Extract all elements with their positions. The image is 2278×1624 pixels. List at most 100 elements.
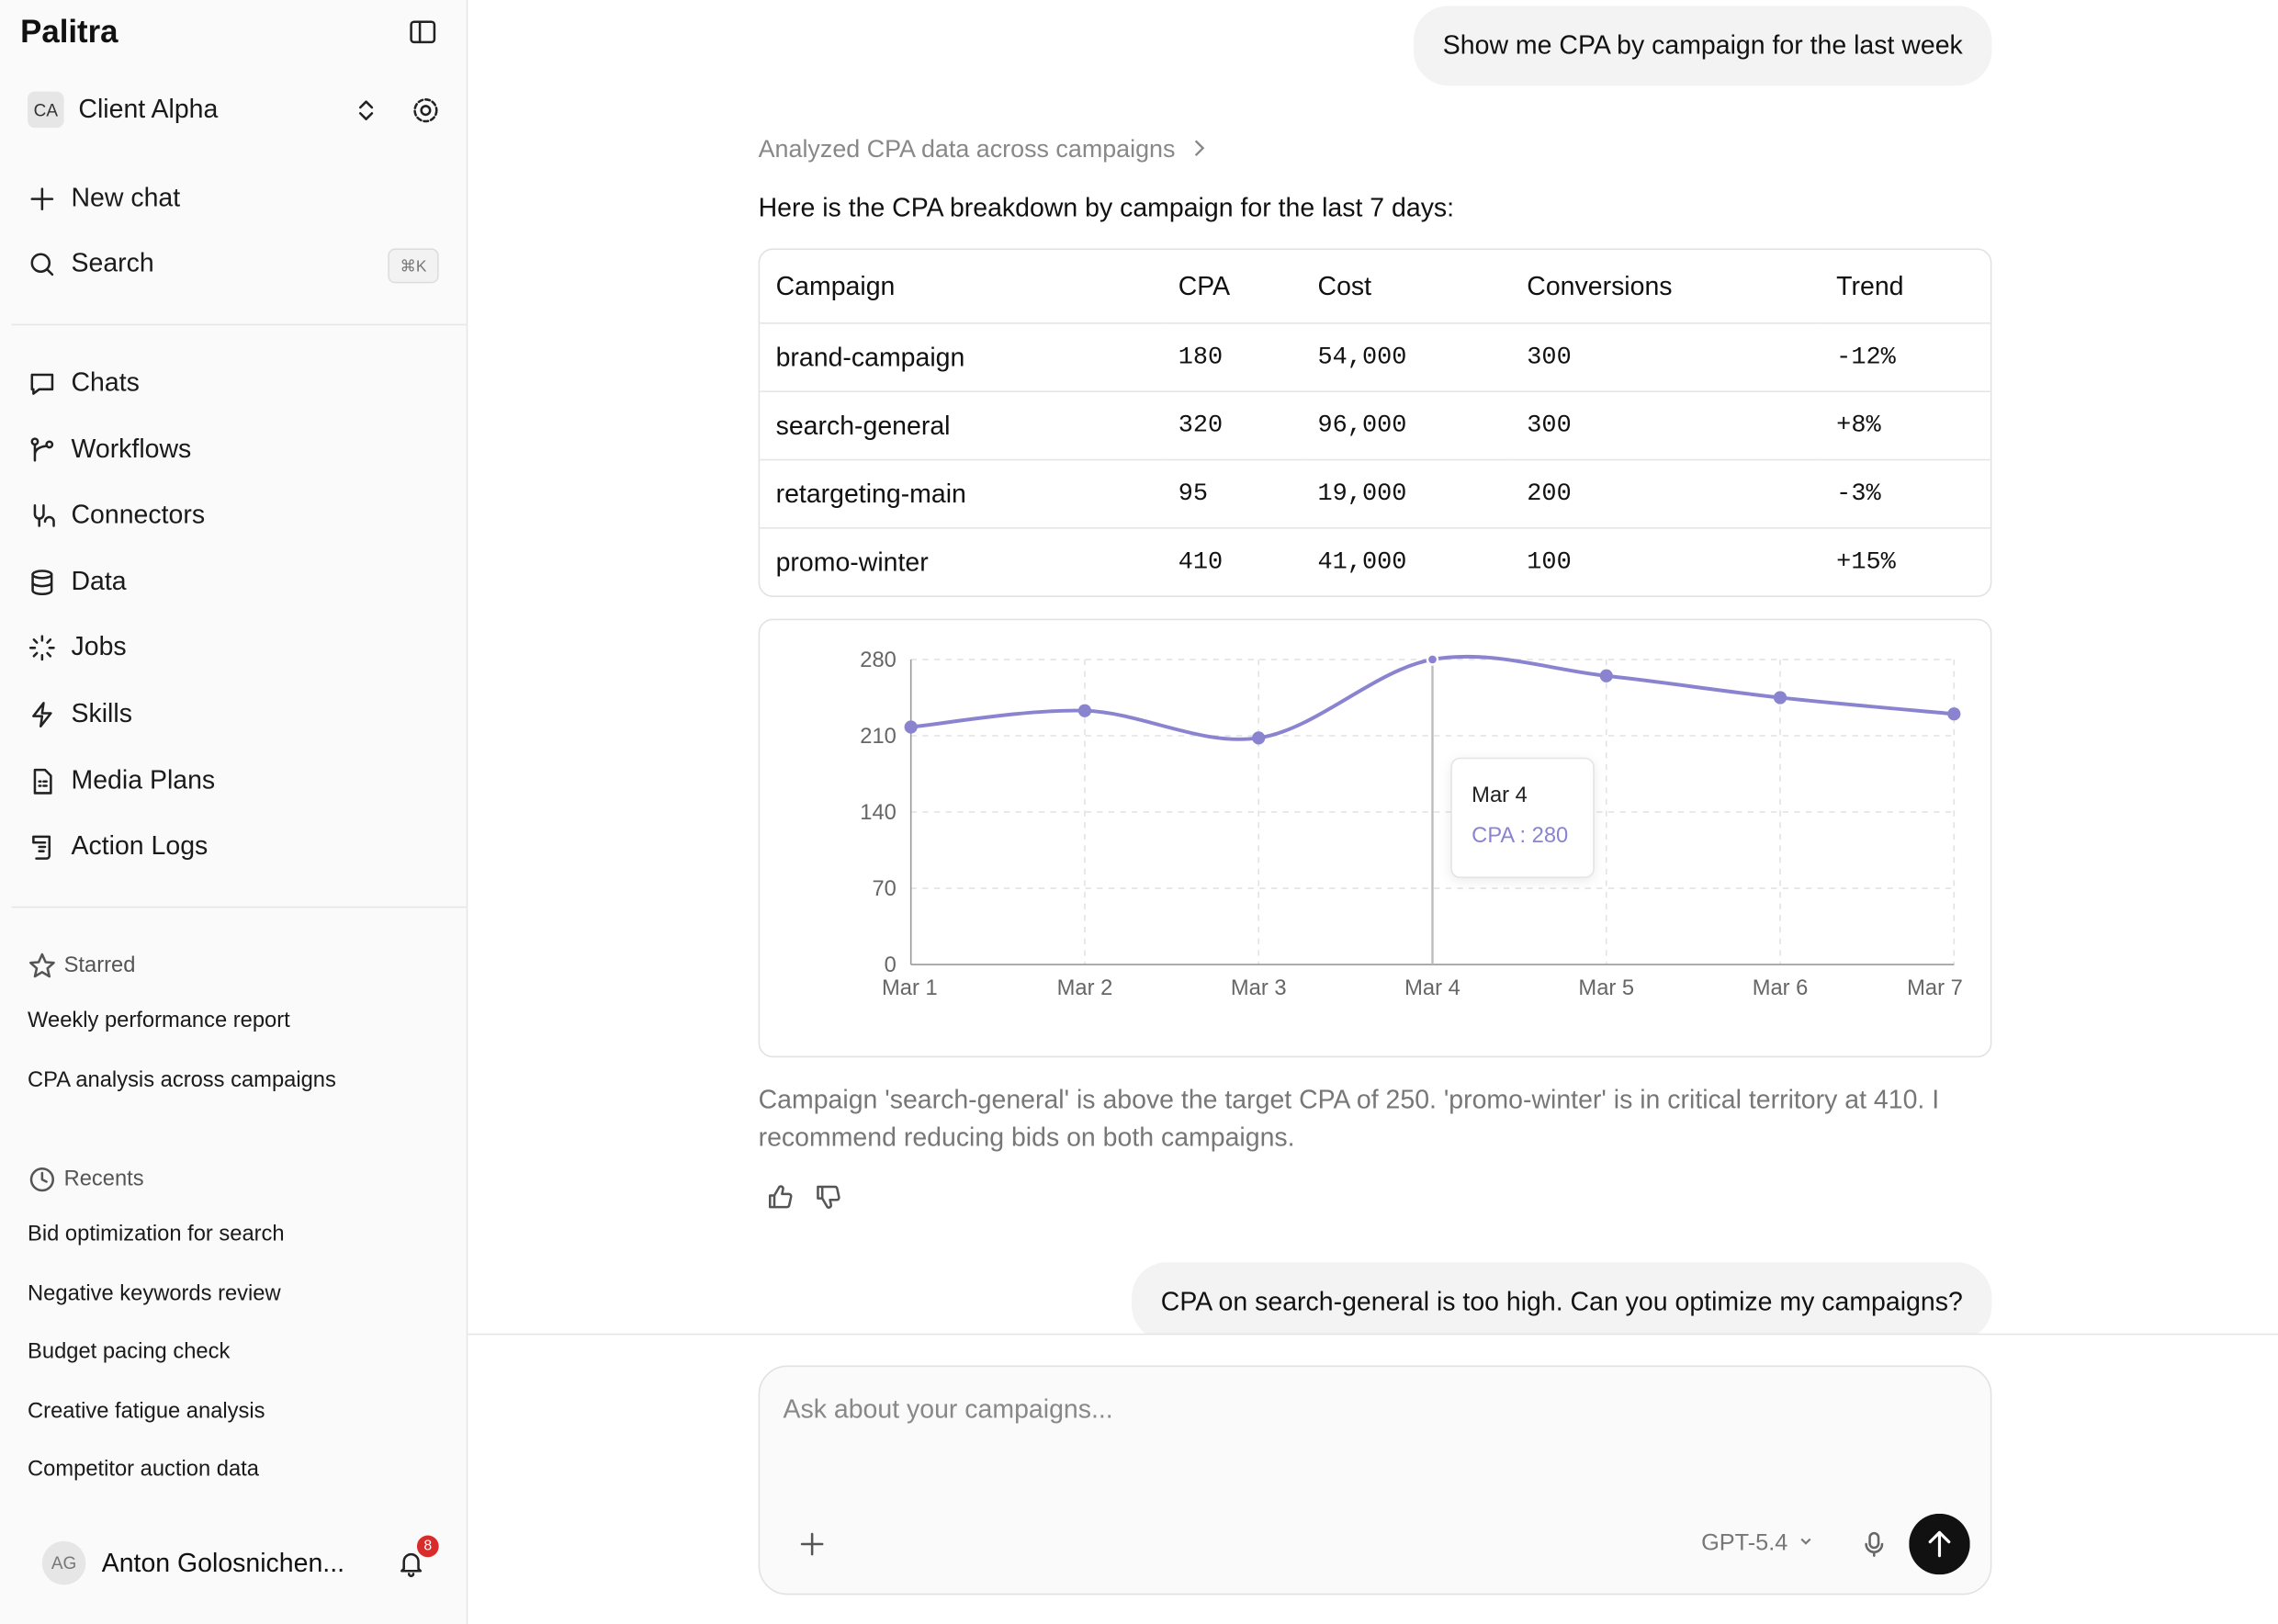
user-name[interactable]: Anton Golosnichen...: [101, 1548, 345, 1578]
shortcut: ⌘K: [388, 248, 439, 284]
data-point: [1252, 731, 1266, 745]
data-point: [1947, 707, 1961, 721]
column-header: CPA: [1178, 270, 1231, 300]
y-tick-label: 280: [860, 648, 897, 672]
mic[interactable]: [1859, 1529, 1889, 1559]
tooltip-value: CPA : 280: [1472, 824, 1568, 848]
table-card: Campaign CPA Cost Conversions Trend brand-cam…: [758, 248, 1992, 597]
column-header: Conversions: [1527, 270, 1673, 300]
table-cell: 100: [1510, 527, 1821, 596]
clock-icon: [29, 1167, 54, 1192]
data-point: [904, 720, 918, 734]
star-icon: [28, 953, 55, 978]
table-cell: 300: [1510, 390, 1821, 460]
table-cell: 300: [1510, 322, 1821, 392]
chart: 0 70 140 210 280 Mar 1 Mar 2 Mar 3 Mar 4 Mar 5 Mar…: [860, 648, 1963, 1000]
notification-badge: 8: [416, 1535, 439, 1558]
divider: [468, 1333, 2278, 1336]
search[interactable]: Search: [71, 248, 154, 278]
thumbs-up[interactable]: [766, 1182, 795, 1212]
chart-card: 0 70 140 210 280 Mar 1 Mar 2 Mar 3 Mar 4 Mar 5 Mar…: [758, 618, 1992, 1058]
recent-item[interactable]: Negative keywords review: [28, 1280, 281, 1305]
data-point: [1077, 704, 1092, 717]
assistant-summary: Campaign 'search-general' is above the t…: [758, 1085, 1940, 1153]
reasoning-text: Analyzed CPA data across campaigns: [758, 135, 1176, 164]
table-cell: 200: [1510, 458, 1821, 528]
nav-item[interactable]: Jobs: [71, 632, 127, 662]
recent-item[interactable]: Competitor auction data: [28, 1457, 259, 1483]
recent-item[interactable]: Creative fatigue analysis: [28, 1398, 265, 1423]
nav-icon: [30, 373, 54, 395]
reasoning[interactable]: Analyzed CPA data across campaigns: [759, 135, 1211, 164]
nav-item[interactable]: Action Logs: [71, 830, 209, 861]
nav-icon: [31, 569, 53, 595]
recent-item[interactable]: Bid optimization for search: [28, 1221, 285, 1246]
new-chat-icon: [30, 187, 54, 210]
workspace-avatar: CA: [28, 91, 64, 129]
nav-icon: [30, 436, 54, 461]
assistant-intro: Here is the CPA breakdown by campaign fo…: [758, 193, 1455, 222]
user-message: Show me CPA by campaign for the last wee…: [1414, 6, 1992, 86]
composer: Ask about your campaigns... GPT-5.4: [758, 1365, 1992, 1596]
attach[interactable]: [797, 1529, 827, 1559]
nav-icon: [28, 636, 55, 661]
table-cell: -3%: [1820, 458, 1990, 528]
table-cell: 19,000: [1302, 458, 1511, 528]
model-picker[interactable]: GPT-5.4: [1701, 1531, 1814, 1557]
y-tick-label: 0: [885, 953, 897, 977]
nav-item[interactable]: Workflows: [71, 434, 192, 463]
data-point: [1599, 669, 1613, 682]
workspace-switch[interactable]: [352, 96, 381, 125]
table-header: Campaign CPA Cost Conversions Trend: [760, 250, 1990, 323]
table-cell: 95: [1162, 458, 1303, 528]
table-cell: promo-winter: [760, 527, 1163, 596]
table-cell: 41,000: [1302, 527, 1511, 596]
table-cell: -12%: [1820, 322, 1990, 392]
sidebar-toggle[interactable]: [408, 17, 437, 47]
conversation: Show me CPA by campaign for the last wee…: [468, 0, 2278, 1334]
nav-item[interactable]: Media Plans: [71, 764, 216, 795]
table-row: retargeting-main 95 19,000 200 -3%: [760, 458, 1990, 528]
y-tick-label: 210: [860, 725, 897, 749]
settings[interactable]: [412, 96, 441, 125]
x-tick-label: Mar 7: [1907, 976, 1963, 1000]
composer-input[interactable]: Ask about your campaigns...: [783, 1394, 1113, 1424]
chevron: [1799, 1538, 1810, 1545]
thumbs-down[interactable]: [814, 1182, 843, 1212]
sidebar: Palitra CA Client Alpha New chat Search …: [0, 0, 468, 1624]
nav-item[interactable]: Data: [71, 566, 127, 596]
starred-title: Starred: [63, 953, 136, 978]
table-cell: 180: [1162, 322, 1303, 392]
table-row: brand-campaign 180 54,000 300 -12%: [760, 322, 1990, 392]
search-icon: [30, 253, 54, 276]
nav-item[interactable]: Chats: [71, 367, 140, 397]
user-message: CPA on search-general is too high. Can y…: [1132, 1262, 1992, 1334]
table-cell: 54,000: [1302, 322, 1511, 392]
nav-icon: [32, 835, 51, 861]
y-tick-label: 70: [872, 877, 896, 901]
table-row: search-general 320 96,000 300 +8%: [760, 390, 1990, 460]
column-header: Cost: [1317, 270, 1372, 300]
x-tick-label: Mar 2: [1057, 976, 1113, 1000]
starred-item[interactable]: CPA analysis across campaigns: [28, 1066, 336, 1092]
table-cell: 320: [1162, 390, 1303, 460]
x-tick-label: Mar 3: [1231, 976, 1287, 1000]
nav-icon: [33, 504, 55, 528]
table-row: promo-winter 410 41,000 100 +15%: [760, 527, 1990, 596]
send-button[interactable]: [1909, 1513, 1970, 1575]
divider: [11, 906, 467, 908]
nav-icon: [32, 702, 52, 727]
data-point: [1773, 691, 1787, 705]
new-chat[interactable]: New chat: [71, 183, 181, 212]
workspace-name[interactable]: Client Alpha: [78, 94, 219, 124]
user-avatar: AG: [41, 1540, 86, 1585]
bell[interactable]: [397, 1549, 426, 1578]
starred-item[interactable]: Weekly performance report: [28, 1008, 290, 1033]
recent-item[interactable]: Budget pacing check: [28, 1339, 231, 1364]
x-tick-label: Mar 4: [1404, 976, 1460, 1000]
table-cell: +15%: [1820, 527, 1990, 596]
nav-item[interactable]: Connectors: [71, 500, 206, 529]
table-cell: retargeting-main: [760, 458, 1163, 528]
nav-item[interactable]: Skills: [71, 698, 132, 728]
